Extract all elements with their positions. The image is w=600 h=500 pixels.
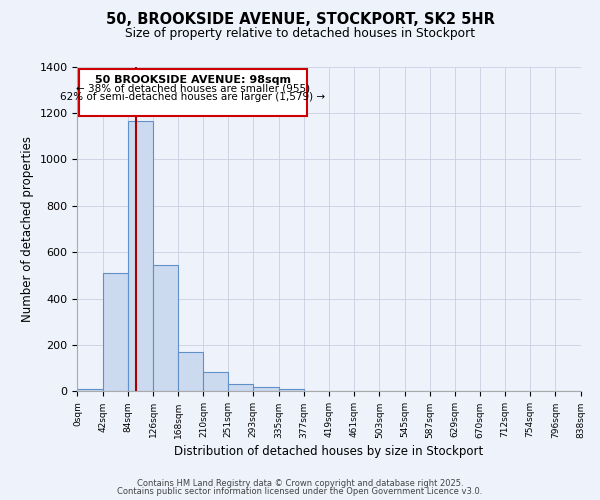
Text: Contains public sector information licensed under the Open Government Licence v3: Contains public sector information licen… <box>118 487 482 496</box>
Bar <box>228 384 253 392</box>
Bar <box>178 352 203 392</box>
X-axis label: Distribution of detached houses by size in Stockport: Distribution of detached houses by size … <box>175 444 484 458</box>
Bar <box>103 273 128 392</box>
Bar <box>203 372 228 392</box>
Bar <box>253 388 278 392</box>
Text: 62% of semi-detached houses are larger (1,579) →: 62% of semi-detached houses are larger (… <box>60 92 325 102</box>
Bar <box>153 265 178 392</box>
Text: 50, BROOKSIDE AVENUE, STOCKPORT, SK2 5HR: 50, BROOKSIDE AVENUE, STOCKPORT, SK2 5HR <box>106 12 494 28</box>
Y-axis label: Number of detached properties: Number of detached properties <box>21 136 34 322</box>
Bar <box>128 121 153 392</box>
Text: ← 38% of detached houses are smaller (955): ← 38% of detached houses are smaller (95… <box>76 84 310 94</box>
Bar <box>77 389 103 392</box>
Text: Size of property relative to detached houses in Stockport: Size of property relative to detached ho… <box>125 28 475 40</box>
Text: 50 BROOKSIDE AVENUE: 98sqm: 50 BROOKSIDE AVENUE: 98sqm <box>95 76 290 86</box>
Bar <box>278 389 304 392</box>
Text: Contains HM Land Registry data © Crown copyright and database right 2025.: Contains HM Land Registry data © Crown c… <box>137 478 463 488</box>
FancyBboxPatch shape <box>79 69 307 116</box>
